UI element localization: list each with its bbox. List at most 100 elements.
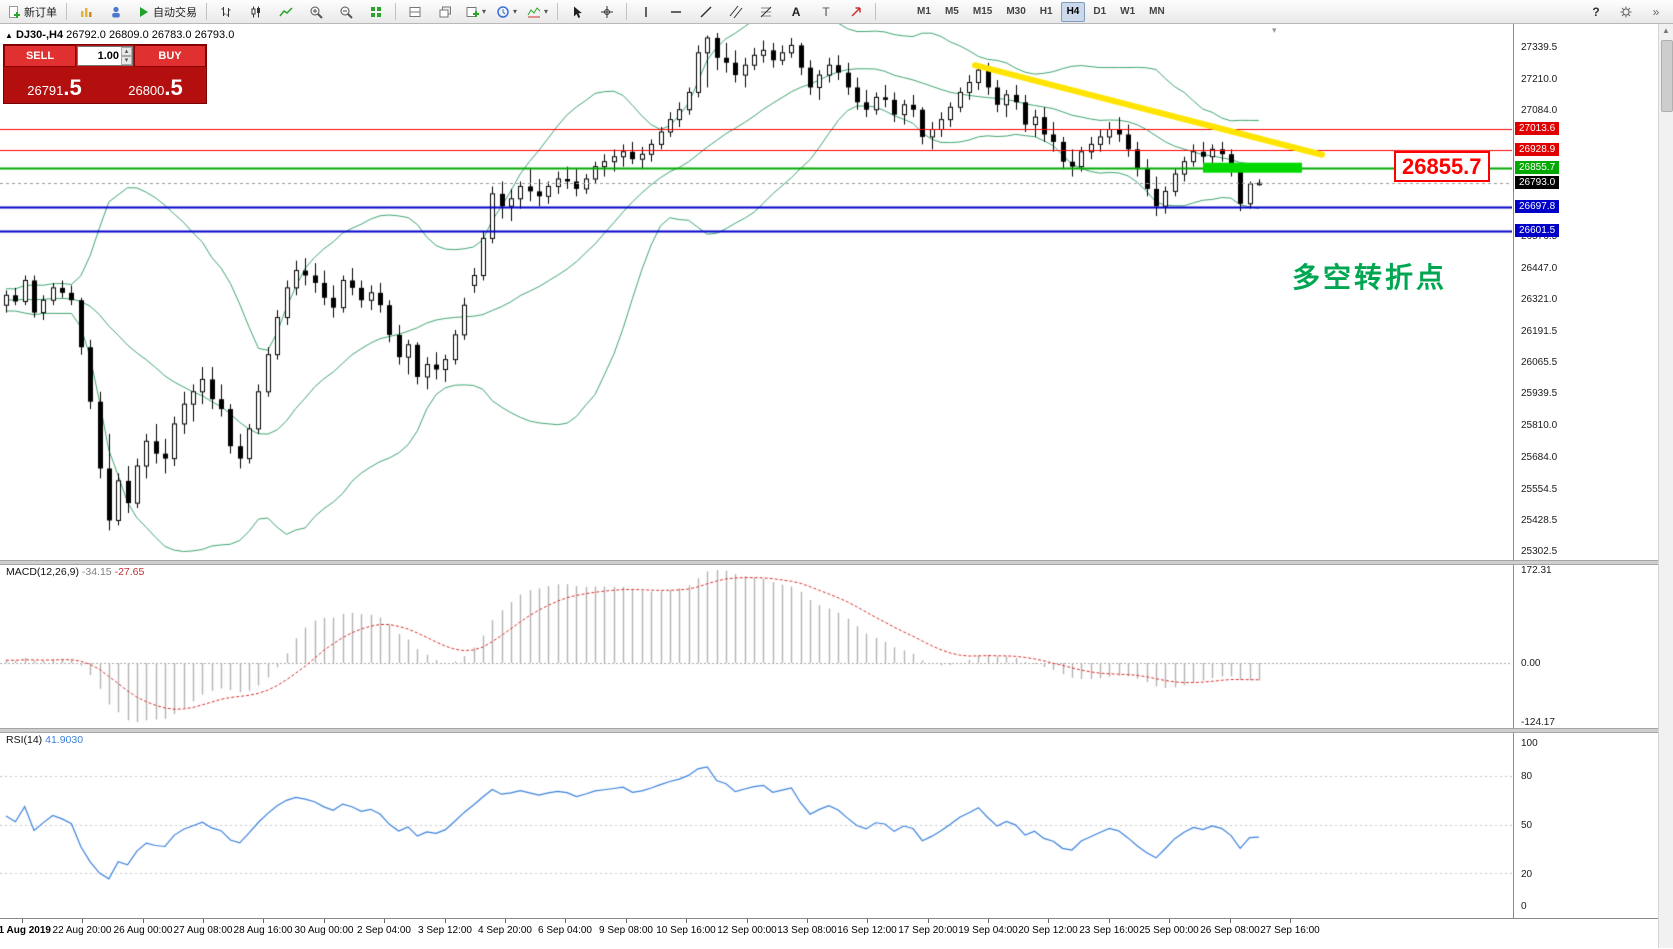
time-tick xyxy=(203,919,204,923)
periods-button[interactable]: ▾ xyxy=(492,1,521,23)
settings-button[interactable] xyxy=(1612,1,1640,23)
rsi-axis-label: 0 xyxy=(1521,901,1527,912)
arrows-button[interactable] xyxy=(842,1,870,23)
price-axis-label: 25684.0 xyxy=(1521,451,1558,463)
auto-trading-button[interactable]: 自动交易 xyxy=(132,1,201,23)
time-axis-label: 9 Sep 08:00 xyxy=(599,925,653,936)
panel-splitter[interactable] xyxy=(0,560,1658,565)
main-chart-canvas[interactable] xyxy=(0,24,1512,560)
buy-button[interactable]: BUY xyxy=(134,45,206,67)
chart-shift-marker[interactable]: ▾ xyxy=(1272,25,1277,35)
navigator-button[interactable] xyxy=(102,1,130,23)
arrow-icon xyxy=(849,5,863,19)
tile-windows-button[interactable] xyxy=(362,1,390,23)
help-button[interactable]: ? xyxy=(1582,1,1610,23)
macd-indicator-canvas[interactable] xyxy=(0,563,1512,728)
volume-down-button[interactable]: ▾ xyxy=(121,56,132,65)
new-order-icon xyxy=(7,5,21,19)
chevron-double-icon: » xyxy=(1652,4,1660,19)
time-tick xyxy=(384,919,385,923)
volume-input[interactable]: 1.00 ▴ ▾ xyxy=(77,46,133,66)
price-callout-label[interactable]: 26855.7 xyxy=(1394,151,1490,182)
separator xyxy=(557,3,559,20)
macd-main-value: -34.15 xyxy=(81,566,112,578)
time-tick xyxy=(324,919,325,923)
sell-button[interactable]: SELL xyxy=(4,45,76,67)
price-axis-label: 25810.0 xyxy=(1521,420,1558,432)
help-icon: ? xyxy=(1592,4,1600,19)
sell-price-main: 26791 xyxy=(27,83,64,98)
timeframe-mn-button[interactable]: MN xyxy=(1149,6,1165,17)
buy-price-main: 26800 xyxy=(128,83,165,98)
indicators-icon xyxy=(527,5,541,19)
time-axis-label: 3 Sep 12:00 xyxy=(418,925,472,936)
timeframe-m5-button[interactable]: M5 xyxy=(944,6,959,17)
price-axis-label: 27339.5 xyxy=(1521,42,1558,53)
volume-value: 1.00 xyxy=(97,50,119,62)
line-chart-mode-button[interactable] xyxy=(272,1,300,23)
timeframe-m15-button[interactable]: M15 xyxy=(972,6,993,17)
time-axis-label: 27 Sep 16:00 xyxy=(1260,925,1320,936)
market-watch-button[interactable] xyxy=(72,1,100,23)
time-axis-label: 17 Sep 20:00 xyxy=(898,925,958,936)
periods-icon xyxy=(496,5,510,19)
timeframe-h1-button[interactable]: H1 xyxy=(1039,6,1053,17)
timeframe-w1-button[interactable]: W1 xyxy=(1120,6,1136,17)
text-button[interactable]: A xyxy=(782,1,810,23)
vertical-scrollbar[interactable]: ▲ xyxy=(1658,24,1673,948)
scroll-up-icon[interactable]: ▲ xyxy=(1662,26,1670,35)
channel-button[interactable] xyxy=(722,1,750,23)
trendline-button[interactable] xyxy=(692,1,720,23)
new-chart-button[interactable]: ▾ xyxy=(461,1,490,23)
rsi-indicator-canvas[interactable] xyxy=(0,731,1512,918)
price-tag: 26793.0 xyxy=(1515,176,1560,190)
candlestick-mode-button[interactable] xyxy=(242,1,270,23)
crosshair-button[interactable] xyxy=(593,1,621,23)
scrollbar-thumb[interactable] xyxy=(1661,40,1673,112)
price-tag: 26928.9 xyxy=(1515,142,1560,156)
toolbar-overflow-button[interactable]: » xyxy=(1642,1,1670,23)
timeframe-m1-button[interactable]: M1 xyxy=(917,6,931,17)
line-chart-icon xyxy=(279,5,293,19)
arrange-windows-button[interactable] xyxy=(401,1,429,23)
timeframe-d1-button[interactable]: D1 xyxy=(1093,6,1107,17)
chevron-down-icon: ▾ xyxy=(513,6,518,16)
volume-up-button[interactable]: ▴ xyxy=(121,47,132,56)
cursor-button[interactable] xyxy=(563,1,591,23)
zoom-out-button[interactable] xyxy=(332,1,360,23)
time-axis-label: 16 Sep 12:00 xyxy=(837,925,897,936)
time-axis-label: 12 Sep 00:00 xyxy=(717,925,777,936)
new-order-button[interactable]: 新订单 xyxy=(3,1,61,23)
buy-price-frac: .5 xyxy=(164,75,183,100)
time-tick xyxy=(1290,919,1291,923)
indicators-button[interactable]: ▾ xyxy=(523,1,552,23)
vertical-line-button[interactable] xyxy=(632,1,660,23)
cascade-windows-button[interactable] xyxy=(431,1,459,23)
rsi-axis-label: 20 xyxy=(1521,869,1533,880)
time-axis-label: 20 Sep 12:00 xyxy=(1018,925,1078,936)
buy-price[interactable]: 26800 .5 xyxy=(105,67,206,103)
text-label-button[interactable]: T xyxy=(812,1,840,23)
chinese-annotation: 多空转折点 xyxy=(1292,262,1448,293)
timeframe-h4-button[interactable]: H4 xyxy=(1060,1,1086,22)
rsi-axis-label: 50 xyxy=(1521,820,1533,831)
sell-price[interactable]: 26791 .5 xyxy=(4,67,105,103)
price-axis[interactable]: 27339.527210.027084.026576.526447.026321… xyxy=(1514,24,1658,918)
price-axis-label: 25428.5 xyxy=(1521,514,1558,526)
horizontal-line-button[interactable] xyxy=(662,1,690,23)
time-tick xyxy=(22,919,23,923)
bar-chart-mode-button[interactable] xyxy=(212,1,240,23)
one-click-collapse-icon[interactable]: ▲ xyxy=(5,31,13,40)
zoom-in-button[interactable] xyxy=(302,1,330,23)
time-axis-label: 28 Aug 16:00 xyxy=(233,925,293,936)
navigator-icon xyxy=(109,5,123,19)
panel-splitter[interactable] xyxy=(0,728,1658,733)
channel-icon xyxy=(729,5,743,19)
time-tick xyxy=(867,919,868,923)
time-axis-label: 26 Aug 00:00 xyxy=(113,925,173,936)
timeframe-m30-button[interactable]: M30 xyxy=(1006,6,1026,17)
fibonacci-button[interactable] xyxy=(752,1,780,23)
bar-chart-icon xyxy=(219,5,233,19)
time-tick xyxy=(1230,919,1231,923)
